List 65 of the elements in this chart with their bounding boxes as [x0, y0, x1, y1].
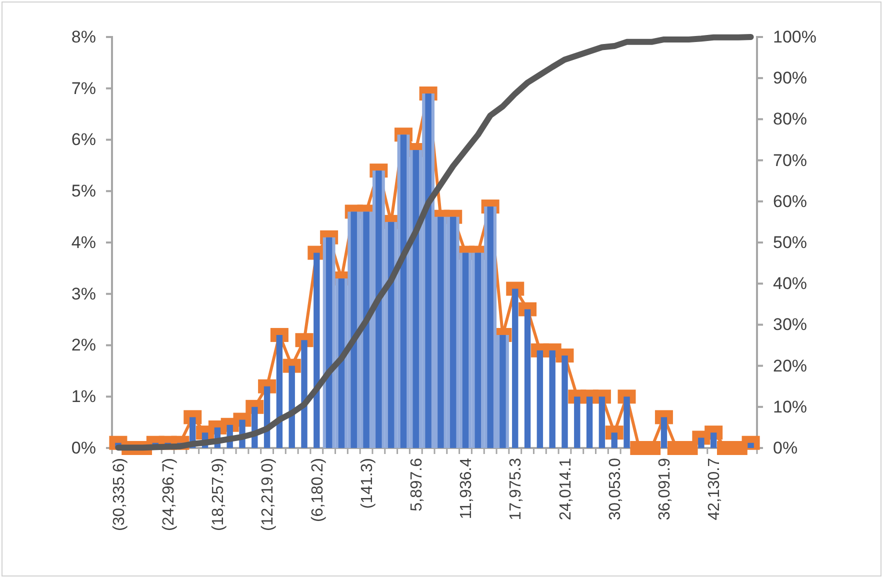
bar [698, 438, 704, 448]
x-tick-label: (30,335.6) [110, 458, 128, 531]
y2-tick-label: 40% [773, 274, 808, 294]
y-tick-label: 7% [71, 78, 96, 98]
bar [748, 442, 754, 448]
x-tick-label: (6,180.2) [309, 458, 326, 522]
y2-tick-label: 0% [773, 438, 798, 458]
bar [624, 396, 630, 448]
bar [425, 94, 432, 448]
x-tick-label: (24,296.7) [160, 458, 178, 531]
bar [388, 222, 394, 448]
y-tick-label: 4% [71, 232, 96, 252]
bar [450, 216, 456, 448]
y2-tick-label: 100% [773, 27, 816, 46]
x-tick-label: 36,091.9 [656, 458, 674, 520]
y-tick-label: 1% [71, 387, 96, 406]
y2-tick-label: 10% [773, 397, 808, 416]
y-tick-label: 5% [71, 182, 96, 201]
x-tick-label: (18,257.9) [210, 458, 228, 531]
y-tick-label: 3% [71, 284, 96, 304]
y-tick-label: 6% [71, 130, 96, 150]
bar [512, 288, 518, 448]
bar [536, 350, 544, 448]
bar [562, 356, 568, 448]
y2-tick-label: 30% [773, 315, 808, 334]
bar [474, 252, 482, 448]
bar [363, 212, 370, 448]
x-tick-label: 11,936.4 [458, 458, 476, 520]
bar [660, 417, 668, 448]
y2-tick-label: 70% [773, 150, 808, 170]
y-tick-label: 2% [71, 336, 96, 355]
y2-tick-label: 60% [773, 192, 808, 211]
y-tick-label: 8% [71, 27, 96, 46]
x-tick-label: 17,975.3 [508, 458, 525, 520]
x-tick-label: 30,053.0 [606, 458, 624, 520]
bar [500, 334, 506, 448]
x-tick-label: (12,219.0) [260, 458, 277, 531]
bar [487, 206, 494, 448]
bar [314, 252, 320, 448]
bar [276, 334, 283, 448]
bar [301, 340, 308, 448]
bar [611, 432, 618, 448]
bar [598, 396, 606, 448]
bar [326, 237, 332, 448]
bar [710, 432, 717, 448]
bar [350, 212, 357, 448]
y2-tick-label: 50% [773, 232, 808, 252]
bar [549, 350, 556, 448]
y2-tick-label: 90% [773, 68, 808, 88]
bar [524, 309, 531, 448]
x-tick-label: 42,130.7 [706, 458, 724, 520]
y2-tick-label: 20% [773, 356, 808, 376]
bar [586, 396, 593, 448]
bar [400, 134, 407, 448]
bar [376, 170, 382, 448]
x-tick-label: (141.3) [358, 458, 376, 509]
bar [412, 150, 419, 448]
x-tick-label: 24,014.1 [557, 458, 574, 520]
bar [338, 278, 345, 448]
y-tick-label: 0% [71, 438, 96, 458]
bar [462, 252, 469, 448]
y2-tick-label: 80% [773, 110, 808, 129]
x-tick-label: 5,897.6 [408, 458, 426, 512]
bar [574, 396, 580, 448]
bar [438, 216, 444, 448]
